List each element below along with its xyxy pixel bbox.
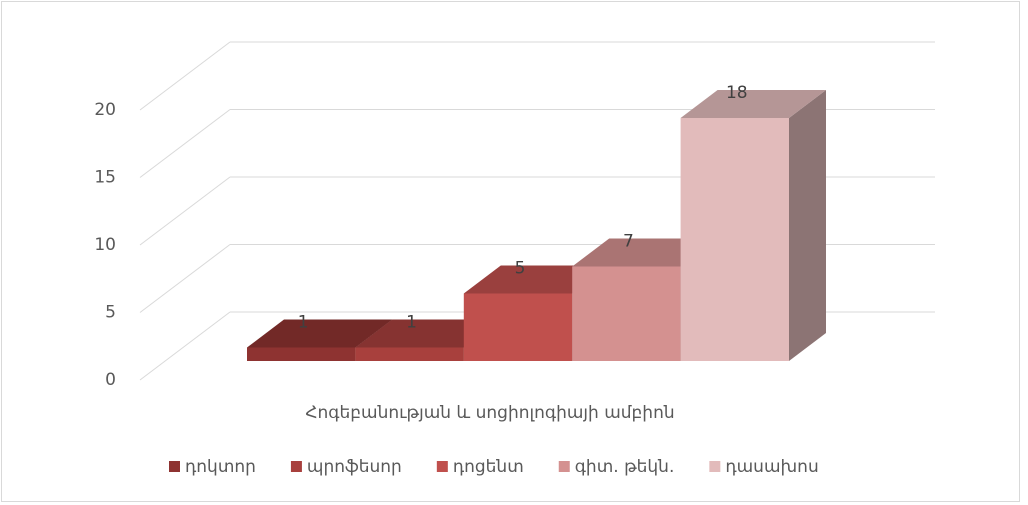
bar-top [680, 90, 826, 118]
legend-swatch [709, 461, 721, 472]
x-tick-label: Հոգեբանության և սոցիոլոգիայի ամբիոն [305, 403, 674, 423]
y-tick-label: 10 [94, 235, 116, 255]
legend-swatch [558, 461, 570, 472]
legend-label: դոցենտ [453, 457, 524, 477]
legend-swatch [290, 461, 302, 472]
bar [355, 347, 464, 361]
bar-side [789, 90, 826, 361]
legend-swatch [436, 461, 448, 472]
data-label: 5 [515, 259, 526, 279]
legend-label: դասախոս [725, 457, 818, 477]
bar-top [247, 319, 393, 348]
grid-line [139, 176, 231, 246]
data-label: 18 [726, 83, 748, 103]
data-label: 1 [298, 313, 309, 333]
legend-label: դոկտոր [185, 457, 256, 477]
y-tick-label: 15 [94, 168, 116, 188]
bar [463, 293, 573, 361]
grid-line [139, 244, 231, 313]
y-tick-label: 20 [94, 100, 116, 120]
bar [247, 347, 356, 361]
bar [680, 118, 789, 361]
grid-line [139, 41, 231, 111]
bar [572, 266, 681, 361]
grid-line [139, 311, 231, 381]
legend-swatch [169, 461, 180, 472]
data-label: 1 [406, 313, 417, 333]
legend-label: պրոֆեսոր [307, 457, 402, 477]
y-tick-label: 5 [105, 303, 116, 323]
data-label: 7 [623, 232, 634, 252]
legend-label: գիտ. թեկն. [575, 457, 675, 477]
grid-line [139, 109, 231, 178]
y-tick-label: 0 [105, 370, 116, 390]
